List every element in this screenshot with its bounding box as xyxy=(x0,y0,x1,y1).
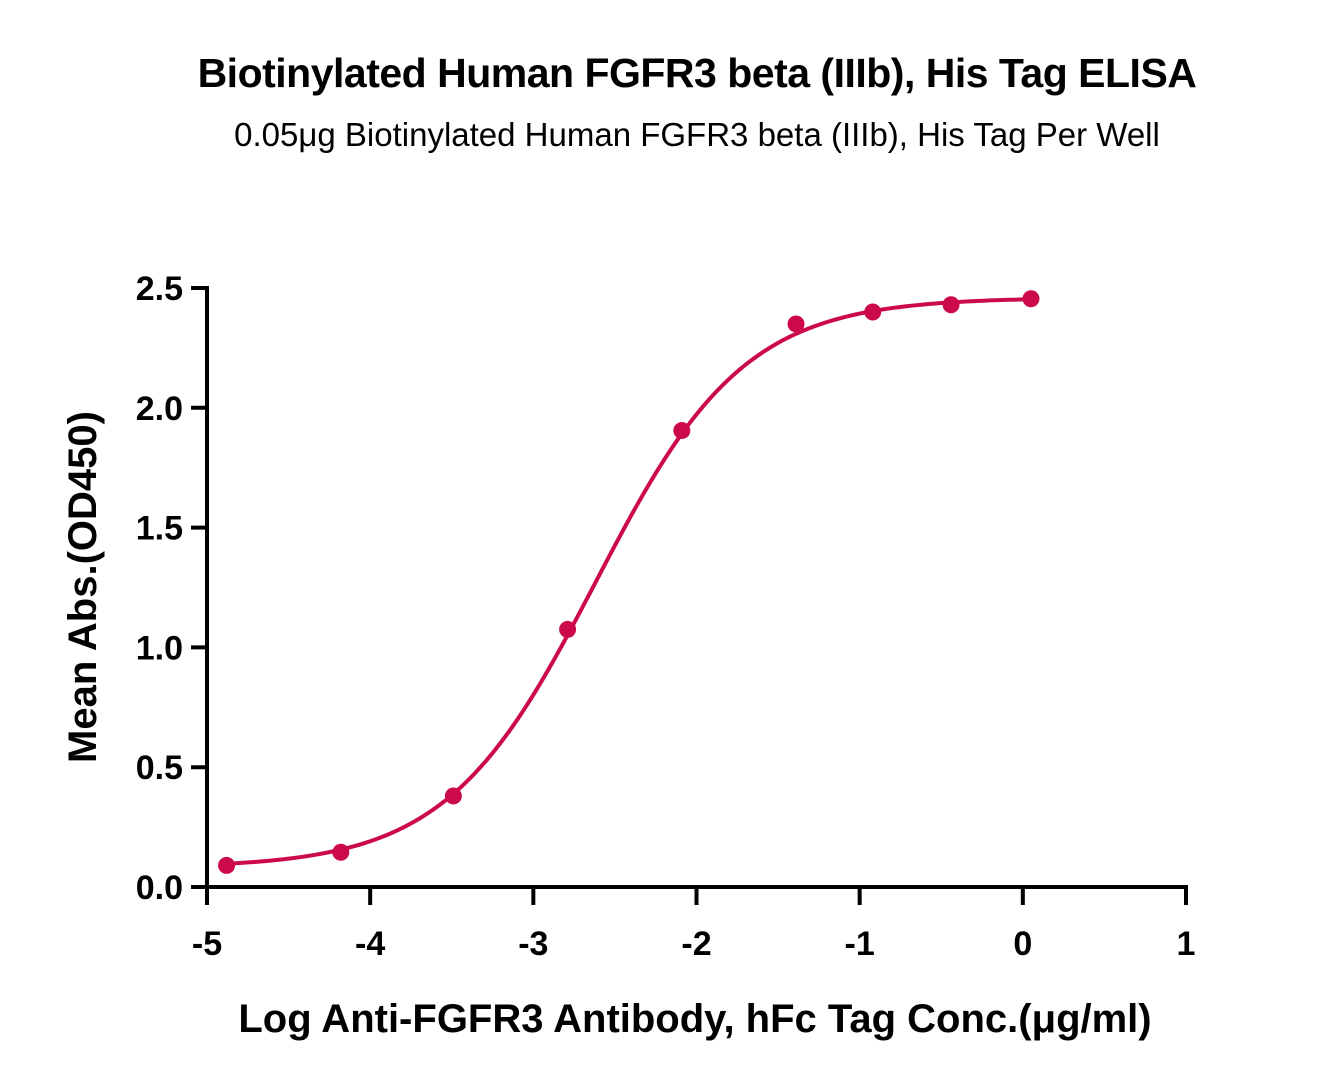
chart-subtitle: 0.05μg Biotinylated Human FGFR3 beta (II… xyxy=(234,116,1160,153)
x-tick-label: 0 xyxy=(1013,925,1032,963)
x-tick-label: -4 xyxy=(355,925,385,963)
data-point xyxy=(444,787,462,805)
data-point xyxy=(673,422,691,440)
y-tick-label: 0.0 xyxy=(136,869,183,907)
y-tick-label: 1.0 xyxy=(136,629,183,667)
x-tick-label: 1 xyxy=(1177,925,1196,963)
data-point xyxy=(218,856,236,874)
x-axis-title: Log Anti-FGFR3 Antibody, hFc Tag Conc.(μ… xyxy=(238,997,1151,1041)
y-axis-title: Mean Abs.(OD450) xyxy=(61,411,105,763)
data-point xyxy=(942,296,960,314)
x-tick-label: -1 xyxy=(845,925,875,963)
y-tick-label: 0.5 xyxy=(136,749,183,787)
data-point xyxy=(559,620,577,638)
data-point xyxy=(1022,290,1040,308)
data-point xyxy=(787,315,805,333)
x-tick-label: -3 xyxy=(518,925,548,963)
y-tick-label: 2.0 xyxy=(136,390,183,428)
y-tick-label: 1.5 xyxy=(136,510,183,548)
x-tick-label: -2 xyxy=(681,925,711,963)
data-point xyxy=(332,843,350,861)
y-tick-label: 2.5 xyxy=(136,270,183,308)
fit-curve xyxy=(226,297,1032,866)
x-tick-label: -5 xyxy=(192,925,222,963)
chart-title: Biotinylated Human FGFR3 beta (IIIb), Hi… xyxy=(197,50,1197,96)
data-point xyxy=(864,303,882,321)
